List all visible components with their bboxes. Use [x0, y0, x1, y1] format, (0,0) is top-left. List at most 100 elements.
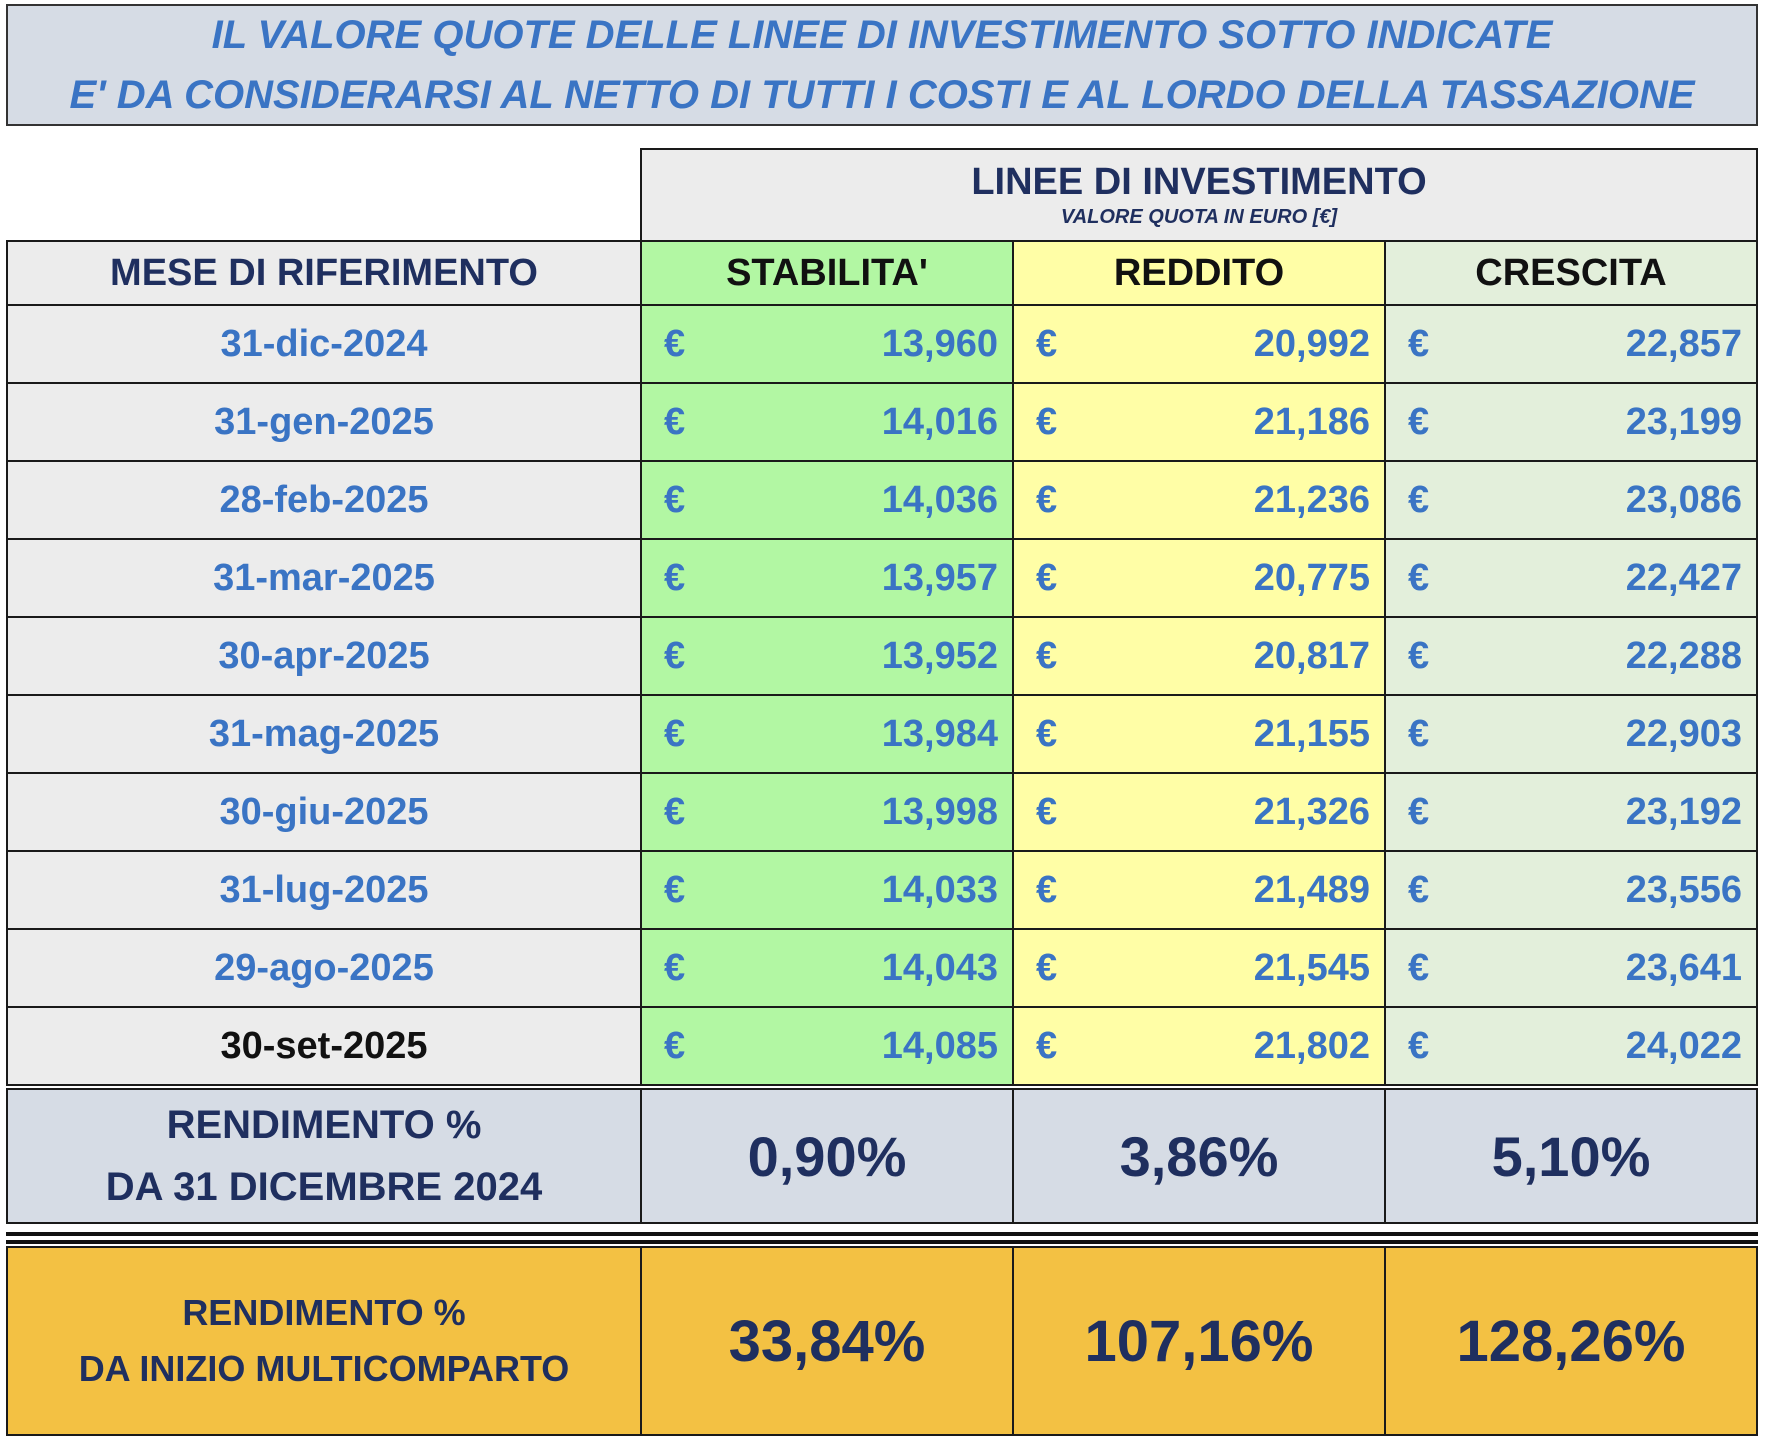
month-cell: 31-dic-2024: [6, 304, 642, 384]
value-cell-stabilita: €14,043: [640, 928, 1014, 1008]
double-divider-top: [6, 1232, 1758, 1236]
value-cell-reddito: €21,326: [1012, 772, 1386, 852]
value-cell-crescita: €23,199: [1384, 382, 1758, 462]
value-cell-reddito: €20,817: [1012, 616, 1386, 696]
ytd-return-label: RENDIMENTO % DA 31 DICEMBRE 2024: [6, 1088, 642, 1224]
ytd-label-line-2: DA 31 DICEMBRE 2024: [105, 1165, 543, 1209]
investment-lines-header: LINEE DI INVESTIMENTO VALORE QUOTA IN EU…: [640, 148, 1758, 242]
month-cell: 31-lug-2025: [6, 850, 642, 930]
value-cell-crescita: €23,192: [1384, 772, 1758, 852]
quota-value: 21,236: [1253, 478, 1370, 521]
euro-symbol: €: [1408, 946, 1430, 989]
euro-symbol: €: [1036, 478, 1058, 521]
euro-symbol: €: [1408, 868, 1430, 911]
notice-banner: IL VALORE QUOTE DELLE LINEE DI INVESTIME…: [6, 4, 1758, 126]
month-cell: 31-mag-2025: [6, 694, 642, 774]
quota-value: 23,192: [1625, 790, 1742, 833]
quota-value-subtitle: VALORE QUOTA IN EURO [€]: [1060, 206, 1338, 228]
inception-return-label: RENDIMENTO % DA INIZIO MULTICOMPARTO: [6, 1246, 642, 1436]
euro-symbol: €: [1408, 712, 1430, 755]
ytd-return-crescita: 5,10%: [1384, 1088, 1758, 1224]
column-header-reddito: REDDITO: [1012, 240, 1386, 306]
euro-symbol: €: [1408, 790, 1430, 833]
euro-symbol: €: [664, 790, 686, 833]
value-cell-reddito: €21,802: [1012, 1006, 1386, 1086]
quota-value: 14,016: [881, 400, 998, 443]
value-cell-stabilita: €13,960: [640, 304, 1014, 384]
quota-value: 13,984: [881, 712, 998, 755]
value-cell-reddito: €21,186: [1012, 382, 1386, 462]
value-cell-stabilita: €14,085: [640, 1006, 1014, 1086]
value-cell-crescita: €22,288: [1384, 616, 1758, 696]
value-cell-reddito: €21,236: [1012, 460, 1386, 540]
euro-symbol: €: [1408, 322, 1430, 365]
quota-value: 23,199: [1625, 400, 1742, 443]
column-header-crescita: CRESCITA: [1384, 240, 1758, 306]
inception-label-line-2: DA INIZIO MULTICOMPARTO: [78, 1348, 570, 1389]
quota-value: 20,992: [1253, 322, 1370, 365]
month-cell: 29-ago-2025: [6, 928, 642, 1008]
euro-symbol: €: [1036, 400, 1058, 443]
euro-symbol: €: [1408, 478, 1430, 521]
value-cell-reddito: €20,992: [1012, 304, 1386, 384]
month-cell: 31-mar-2025: [6, 538, 642, 618]
inception-return-crescita: 128,26%: [1384, 1246, 1758, 1436]
value-cell-crescita: €23,086: [1384, 460, 1758, 540]
quota-value: 23,556: [1625, 868, 1742, 911]
month-cell: 31-gen-2025: [6, 382, 642, 462]
notice-line-1: IL VALORE QUOTE DELLE LINEE DI INVESTIME…: [211, 13, 1553, 57]
quota-value: 14,036: [881, 478, 998, 521]
value-cell-stabilita: €14,033: [640, 850, 1014, 930]
value-cell-stabilita: €13,998: [640, 772, 1014, 852]
euro-symbol: €: [1036, 1024, 1058, 1067]
euro-symbol: €: [664, 868, 686, 911]
column-header-month: MESE DI RIFERIMENTO: [6, 240, 642, 306]
quota-value: 23,086: [1625, 478, 1742, 521]
euro-symbol: €: [1408, 556, 1430, 599]
quota-value: 13,957: [881, 556, 998, 599]
euro-symbol: €: [664, 1024, 686, 1067]
value-cell-crescita: €23,556: [1384, 850, 1758, 930]
value-cell-crescita: €22,903: [1384, 694, 1758, 774]
quota-value: 21,802: [1253, 1024, 1370, 1067]
quota-value: 21,155: [1253, 712, 1370, 755]
quota-value: 20,817: [1253, 634, 1370, 677]
euro-symbol: €: [664, 478, 686, 521]
inception-return-reddito: 107,16%: [1012, 1246, 1386, 1436]
euro-symbol: €: [664, 400, 686, 443]
quota-value: 13,960: [881, 322, 998, 365]
euro-symbol: €: [1036, 790, 1058, 833]
value-cell-stabilita: €14,016: [640, 382, 1014, 462]
quota-value: 21,545: [1253, 946, 1370, 989]
value-cell-stabilita: €13,984: [640, 694, 1014, 774]
euro-symbol: €: [1408, 1024, 1430, 1067]
quota-value: 14,085: [881, 1024, 998, 1067]
euro-symbol: €: [1036, 868, 1058, 911]
value-cell-reddito: €21,155: [1012, 694, 1386, 774]
value-cell-reddito: €21,489: [1012, 850, 1386, 930]
quota-value: 22,903: [1625, 712, 1742, 755]
double-divider-bottom: [6, 1240, 1758, 1244]
quota-value: 22,857: [1625, 322, 1742, 365]
value-cell-reddito: €20,775: [1012, 538, 1386, 618]
value-cell-stabilita: €13,957: [640, 538, 1014, 618]
euro-symbol: €: [1408, 400, 1430, 443]
euro-symbol: €: [1036, 322, 1058, 365]
investment-lines-title: LINEE DI INVESTIMENTO: [971, 161, 1427, 203]
quota-value: 14,033: [881, 868, 998, 911]
month-cell: 30-giu-2025: [6, 772, 642, 852]
euro-symbol: €: [1036, 634, 1058, 677]
inception-return-stabilita: 33,84%: [640, 1246, 1014, 1436]
quota-value: 24,022: [1625, 1024, 1742, 1067]
value-cell-stabilita: €13,952: [640, 616, 1014, 696]
value-cell-reddito: €21,545: [1012, 928, 1386, 1008]
quota-value: 21,489: [1253, 868, 1370, 911]
quota-value: 23,641: [1625, 946, 1742, 989]
value-cell-stabilita: €14,036: [640, 460, 1014, 540]
euro-symbol: €: [664, 556, 686, 599]
ytd-return-reddito: 3,86%: [1012, 1088, 1386, 1224]
euro-symbol: €: [664, 322, 686, 365]
quota-value: 13,952: [881, 634, 998, 677]
value-cell-crescita: €23,641: [1384, 928, 1758, 1008]
euro-symbol: €: [1036, 712, 1058, 755]
